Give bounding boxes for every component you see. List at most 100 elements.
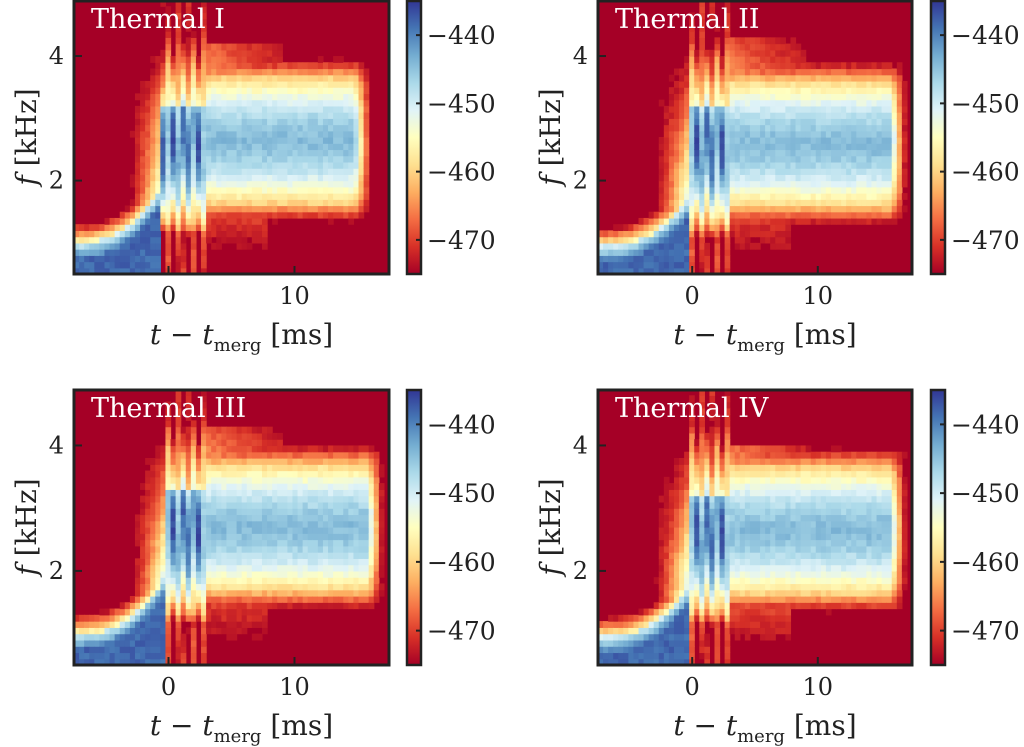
heatmap-cell [185,193,192,200]
heatmap-cell [668,533,675,541]
heatmap-cell [643,614,650,622]
heatmap-cell [739,143,746,151]
heatmap-cell [739,161,746,169]
heatmap-cell [694,211,700,219]
heatmap-cell [668,652,675,660]
heatmap-cell [206,439,212,447]
heatmap-cell [317,470,324,478]
x-tick-label: 10 [803,282,834,310]
heatmap-cell [201,99,207,107]
heatmap-cell [744,105,751,113]
heatmap-cell [277,445,283,453]
heatmap-cell [236,155,243,163]
heatmap-cell [795,180,802,188]
heatmap-cell [226,199,233,207]
heatmap-cell [358,211,365,219]
heatmap-cell [338,533,344,541]
heatmap-cell [856,124,862,132]
heatmap-cell [343,514,349,522]
heatmap-cell [673,639,680,647]
heatmap-cell [841,99,847,107]
heatmap-cell [663,639,670,647]
heatmap-cell [805,168,812,175]
heatmap-cell [175,445,182,453]
heatmap-cell [185,155,192,163]
heatmap-cell [201,426,207,434]
heatmap-cell [881,199,888,207]
heatmap-cell [765,193,771,200]
heatmap-cell [277,105,283,113]
heatmap-cell [165,242,172,250]
heatmap-cell [160,80,167,88]
heatmap-cell [825,87,832,95]
heatmap-cell [241,520,248,528]
heatmap-cell [190,621,197,628]
heatmap-cell [739,49,746,57]
heatmap-cell [881,186,888,194]
heatmap-cell [673,199,680,207]
heatmap-cell [358,118,365,126]
heatmap-cell [815,93,822,101]
heatmap-cell [343,596,349,603]
heatmap-cell [302,174,309,182]
heatmap-cell [282,130,288,138]
heatmap-cell [333,508,339,516]
heatmap-cell [363,87,370,95]
heatmap-cell [805,137,812,144]
heatmap-cell [211,445,217,453]
heatmap-cell [673,658,680,665]
heatmap-cell [206,458,212,465]
heatmap-cell [724,137,731,144]
heatmap-cell [734,74,741,82]
heatmap-cell [211,614,217,622]
heatmap-cell [236,445,243,453]
heatmap-cell [744,224,751,232]
heatmap-cell [195,149,202,157]
heatmap-cell [216,155,222,163]
heatmap-cell [628,646,635,654]
heatmap-cell [714,242,721,250]
heatmap-cell [663,211,670,219]
heatmap-cell [795,199,802,207]
heatmap-cell [104,242,111,250]
heatmap-cell [241,501,248,509]
heatmap-cell [261,211,268,219]
heatmap-cell [785,99,792,107]
heatmap-cell [216,186,222,194]
heatmap-cell [820,130,827,138]
heatmap-cell [358,476,365,484]
heatmap-cell [343,583,349,591]
heatmap-cell [251,93,258,101]
heatmap-cell [830,137,837,144]
heatmap-cell [694,161,700,169]
heatmap-cell [856,217,862,225]
heatmap-cell [307,161,314,169]
colorbar-gradient [405,388,423,667]
heatmap-cell [328,124,334,132]
heatmap-cell [358,520,365,528]
heatmap-cell [221,205,228,213]
heatmap-cell [770,224,776,232]
heatmap-cell [307,180,314,188]
heatmap-cell [175,93,182,101]
heatmap-cell [744,99,751,107]
heatmap-cell [658,627,665,635]
heatmap-cell [190,614,197,622]
heatmap-cell [160,124,167,132]
heatmap-cell [363,105,370,113]
heatmap-cell [185,520,192,528]
heatmap-cell [251,130,258,138]
heatmap-cell [348,501,355,509]
heatmap-cell [124,602,131,610]
heatmap-cell [195,514,202,522]
heatmap-cell [99,639,106,647]
heatmap-cell [830,112,837,119]
heatmap-cell [134,596,141,603]
heatmap-cell [739,68,746,76]
heatmap-cell [180,558,187,566]
heatmap-cell [221,545,228,553]
heatmap-cell [891,130,898,138]
heatmap-cell [211,242,217,250]
heatmap-cell [94,249,100,256]
heatmap-cell [770,193,776,200]
